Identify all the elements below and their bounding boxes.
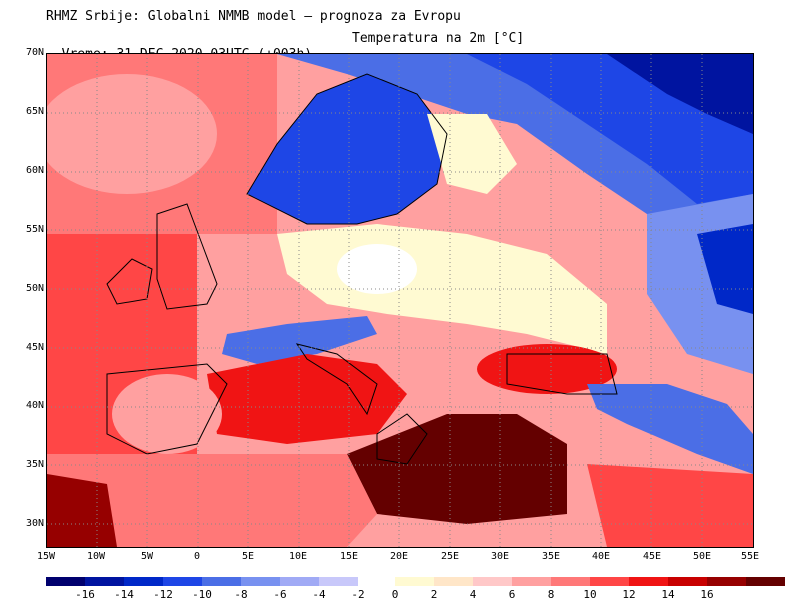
central-europe-zero-area — [337, 244, 417, 294]
colorbar-segment — [280, 577, 319, 586]
coastlines — [106, 73, 618, 465]
lon-label: 40E — [591, 551, 611, 562]
colorbar-tick-label: -14 — [114, 588, 134, 601]
north-africa-area — [47, 454, 377, 547]
black-sea-outline — [506, 353, 618, 395]
arctic-coldest-area — [607, 54, 753, 134]
eastern-med-hot-area — [347, 414, 567, 524]
lat-label: 40N — [25, 400, 44, 411]
lon-label: 20E — [389, 551, 409, 562]
colorbar-segment — [202, 577, 241, 586]
colorbar-segment — [551, 577, 590, 586]
greece-outline — [376, 413, 428, 465]
alps-cold-area — [222, 316, 377, 364]
lon-label: 10W — [86, 551, 106, 562]
temperature-map — [46, 53, 754, 548]
colorbar-tick-label: 12 — [622, 588, 636, 601]
colorbar-tick-label: 8 — [547, 588, 555, 601]
great-britain-outline — [156, 203, 218, 310]
sw-corner-hot-area — [47, 474, 117, 547]
russia-colder-area — [697, 224, 753, 314]
lat-label: 50N — [25, 283, 44, 294]
ireland-outline — [106, 258, 153, 305]
lat-label: 55N — [25, 224, 44, 235]
colorbar-tick-label: 0 — [391, 588, 399, 601]
colorbar-segment — [707, 577, 746, 586]
colorbar-segment — [668, 577, 707, 586]
iberia-interior-area — [112, 374, 222, 454]
lon-label: 25E — [440, 551, 460, 562]
colorbar-segment — [590, 577, 629, 586]
scandinavia-cold-area — [247, 74, 447, 224]
lon-label: 35E — [541, 551, 561, 562]
colorbar-segment — [241, 577, 280, 586]
colorbar — [46, 577, 785, 586]
colorbar-segment — [473, 577, 512, 586]
colorbar-tick-label: -12 — [153, 588, 173, 601]
graticule — [47, 54, 753, 547]
colorbar-tick-label: 14 — [661, 588, 675, 601]
middle-east-area — [587, 464, 753, 547]
lon-label: 15E — [339, 551, 359, 562]
chart-title: RHMZ Srbije: Globalni NMMB model — progn… — [46, 9, 461, 24]
lat-label: 35N — [25, 459, 44, 470]
parameter-label: Temperatura na 2m [°C] — [352, 31, 525, 46]
temperature-field — [47, 54, 753, 547]
colorbar-tick-label: 2 — [430, 588, 438, 601]
colorbar-segment — [319, 577, 358, 586]
colorbar-tick-label: 10 — [583, 588, 597, 601]
italy-outline — [295, 343, 378, 416]
lon-label: 45E — [642, 551, 662, 562]
lon-label: 55E — [740, 551, 760, 562]
colorbar-segment — [512, 577, 551, 586]
colorbar-segment — [46, 577, 85, 586]
colorbar-tick-label: 4 — [469, 588, 477, 601]
colorbar-tick-label: -4 — [312, 588, 326, 601]
colorbar-tick-label: -6 — [273, 588, 287, 601]
western-med-warm-area — [207, 354, 407, 444]
lon-label: 5W — [140, 551, 154, 562]
scandinavia-outline — [246, 73, 448, 225]
lon-label: 0 — [193, 551, 201, 562]
colorbar-segment — [434, 577, 473, 586]
colorbar-tick-label: 6 — [508, 588, 516, 601]
lon-label: 5E — [241, 551, 255, 562]
lon-label: 50E — [692, 551, 712, 562]
lat-label: 45N — [25, 342, 44, 353]
iberia-outline — [106, 363, 228, 455]
lat-label: 30N — [25, 518, 44, 529]
lon-label: 10E — [288, 551, 308, 562]
colorbar-segment — [746, 577, 785, 586]
colorbar-tick-label: 16 — [700, 588, 714, 601]
colorbar-segment — [124, 577, 163, 586]
colorbar-tick-label: -16 — [75, 588, 95, 601]
colorbar-segment — [85, 577, 124, 586]
lat-label: 65N — [25, 106, 44, 117]
lat-label: 60N — [25, 165, 44, 176]
colorbar-segment — [629, 577, 668, 586]
lon-label: 30E — [490, 551, 510, 562]
atlantic-mild-patch — [47, 74, 217, 194]
colorbar-tick-label: -10 — [192, 588, 212, 601]
lon-label: 15W — [36, 551, 56, 562]
colorbar-segment — [163, 577, 202, 586]
colorbar-tick-label: -2 — [351, 588, 365, 601]
colorbar-tick-label: -8 — [234, 588, 248, 601]
lat-label: 70N — [25, 47, 44, 58]
black-sea-warm-area — [477, 344, 617, 394]
colorbar-segment — [395, 577, 434, 586]
